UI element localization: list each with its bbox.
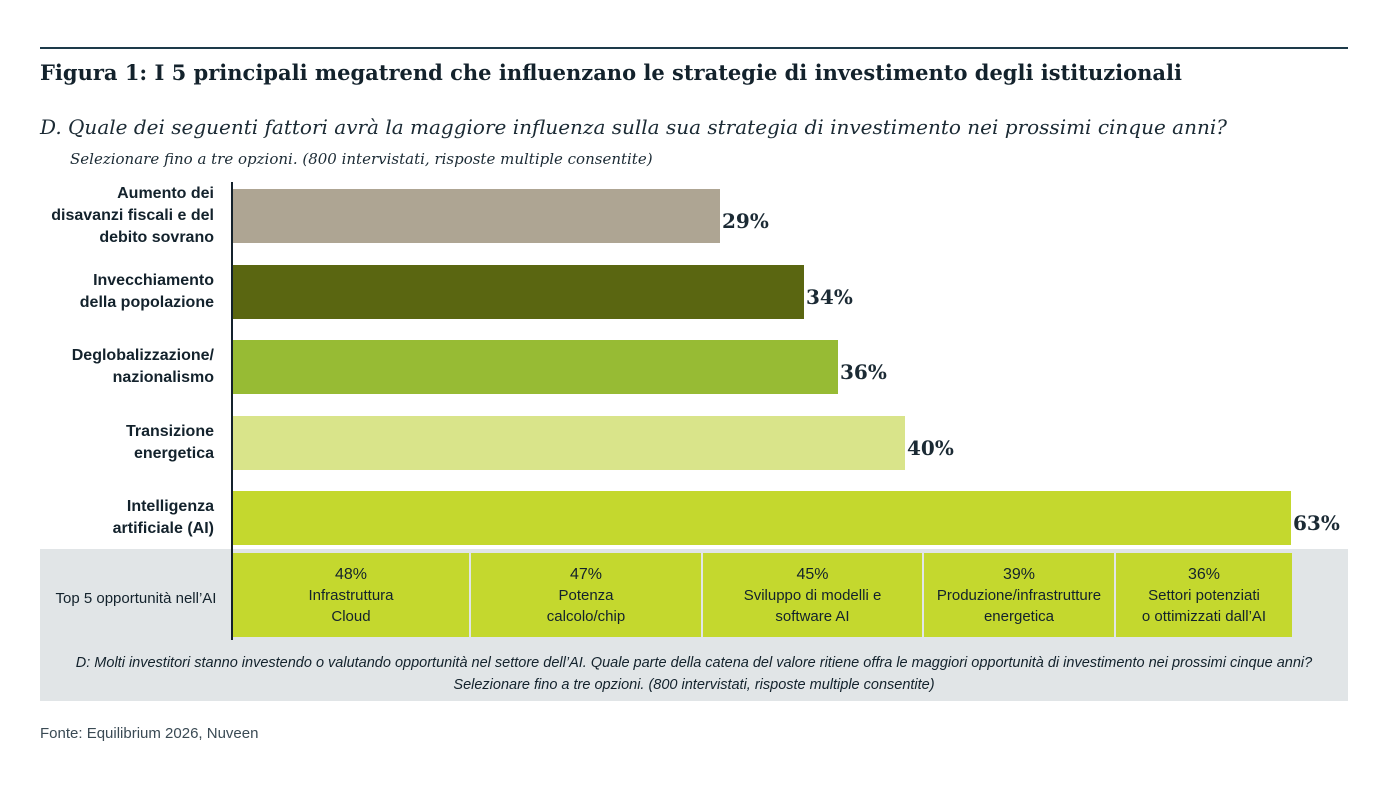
ai-opportunity-percent: 47% (569, 566, 603, 583)
ai-opportunity-cell: 48% Infrastruttura Cloud (233, 553, 469, 637)
bar-value-label: 40% (907, 436, 954, 460)
ai-opportunity-percent: 36% (1187, 566, 1221, 583)
ai-opportunity-label: o ottimizzati dall’AI (1141, 608, 1267, 625)
ai-opportunity-label: Cloud (331, 608, 371, 625)
ai-footnote: D: Molti investitori stanno investendo o… (40, 652, 1348, 696)
ai-opportunity-cell: 39% Produzione/infrastrutture energetica (924, 553, 1114, 637)
ai-opportunity-label: Settori potenziati (1148, 587, 1260, 604)
category-label-line: Intelligenza (126, 498, 214, 515)
bar-2 (233, 265, 804, 319)
ai-opportunity-cell: 36% Settori potenziati o ottimizzati dall’… (1116, 553, 1292, 637)
bar-value-label: 36% (840, 360, 887, 384)
category-label-line: Invecchiamento (93, 272, 214, 289)
category-label-line: disavanzi fiscali e del (51, 207, 214, 224)
category-label-line: Deglobalizzazione/ (71, 347, 214, 364)
bar-4 (233, 416, 905, 470)
category-label-line: della popolazione (79, 294, 214, 311)
survey-question: D. Quale dei seguenti fattori avrà la ma… (40, 115, 1227, 139)
source-note: Fonte: Equilibrium 2026, Nuveen (40, 725, 259, 742)
bar-1 (233, 189, 720, 243)
ai-row-label: Top 5 opportunità nell’AI (55, 590, 217, 607)
ai-footnote-line: Selezionare fino a tre opzioni. (800 int… (453, 677, 935, 693)
ai-opportunity-label: Produzione/infrastrutture (936, 587, 1102, 604)
bar-value-label: 34% (806, 285, 853, 309)
category-label-line: debito sovrano (99, 229, 214, 246)
category-label: Intelligenza artificiale (AI) (113, 496, 214, 540)
category-label: Transizione energetica (126, 421, 214, 465)
ai-opportunity-label: calcolo/chip (546, 608, 626, 625)
category-label-line: Aumento dei (117, 185, 214, 202)
category-axis-line (231, 182, 233, 640)
ai-opportunity-cell: 45% Sviluppo di modelli e software AI (703, 553, 922, 637)
category-label-line: energetica (133, 445, 214, 462)
ai-opportunity-cell: 47% Potenza calcolo/chip (471, 553, 701, 637)
top-rule (40, 47, 1348, 49)
ai-footnote-line: D: Molti investitori stanno investendo o… (75, 655, 1313, 671)
figure-title: Figura 1: I 5 principali megatrend che i… (40, 60, 1182, 85)
bar-value-label: 63% (1293, 511, 1340, 535)
category-label-line: artificiale (AI) (112, 520, 214, 537)
ai-opportunity-label: software AI (775, 608, 850, 625)
category-label-line: nazionalismo (112, 369, 214, 386)
survey-instruction: Selezionare fino a tre opzioni. (800 int… (70, 150, 653, 168)
bar-5 (233, 491, 1291, 545)
bar-3 (233, 340, 838, 394)
ai-opportunity-percent: 45% (796, 566, 829, 583)
category-label-line: Transizione (125, 423, 214, 440)
ai-opportunity-percent: 39% (1002, 566, 1036, 583)
ai-opportunity-label: energetica (983, 608, 1055, 625)
category-label: Aumento dei disavanzi fiscali e del debito… (51, 183, 214, 249)
ai-opportunity-percent: 48% (334, 566, 368, 583)
ai-opportunity-label: Sviluppo di modelli e (743, 587, 882, 604)
ai-opportunity-label: Infrastruttura (308, 587, 394, 604)
ai-opportunity-label: Potenza (558, 587, 614, 604)
category-label: Deglobalizzazione/nazionalismo (72, 345, 214, 389)
bar-value-label: 29% (722, 209, 769, 233)
category-label: Invecchiamento della popolazione (80, 270, 214, 314)
